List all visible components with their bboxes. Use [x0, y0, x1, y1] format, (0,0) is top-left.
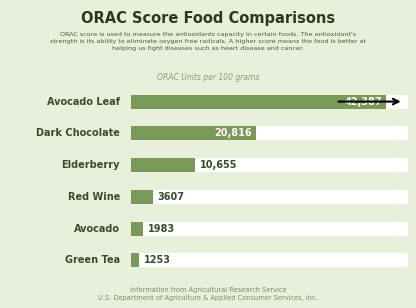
Bar [131, 158, 195, 172]
Text: 1253: 1253 [144, 255, 171, 265]
Text: Avocado: Avocado [74, 224, 120, 233]
Text: 3607: 3607 [158, 192, 185, 202]
Text: 42,387: 42,387 [344, 97, 382, 107]
Bar [131, 190, 408, 204]
Text: Red Wine: Red Wine [67, 192, 120, 202]
Text: Avocado Leaf: Avocado Leaf [47, 97, 120, 107]
Bar [131, 221, 408, 236]
Bar [131, 190, 153, 204]
Bar [131, 221, 143, 236]
Text: Elderberry: Elderberry [62, 160, 120, 170]
Text: 20,816: 20,816 [215, 128, 252, 138]
Bar [131, 126, 256, 140]
Text: ORAC Score Food Comparisons: ORAC Score Food Comparisons [81, 11, 335, 26]
Text: Information from Agricultural Research Service
U.S. Department of Agriculture & : Information from Agricultural Research S… [98, 287, 318, 301]
Text: Green Tea: Green Tea [65, 255, 120, 265]
Bar [131, 158, 408, 172]
Text: 10,655: 10,655 [200, 160, 238, 170]
Bar [131, 126, 408, 140]
Text: Dark Chocolate: Dark Chocolate [36, 128, 120, 138]
Text: 1983: 1983 [148, 224, 175, 233]
Bar [131, 95, 408, 108]
Bar [131, 253, 408, 267]
Text: ORAC score is used to measure the antioxidants capacity in certain foods. The an: ORAC score is used to measure the antiox… [50, 32, 366, 51]
Text: ORAC Units per 100 grams: ORAC Units per 100 grams [157, 73, 259, 82]
Bar [131, 253, 139, 267]
Bar [131, 95, 386, 108]
